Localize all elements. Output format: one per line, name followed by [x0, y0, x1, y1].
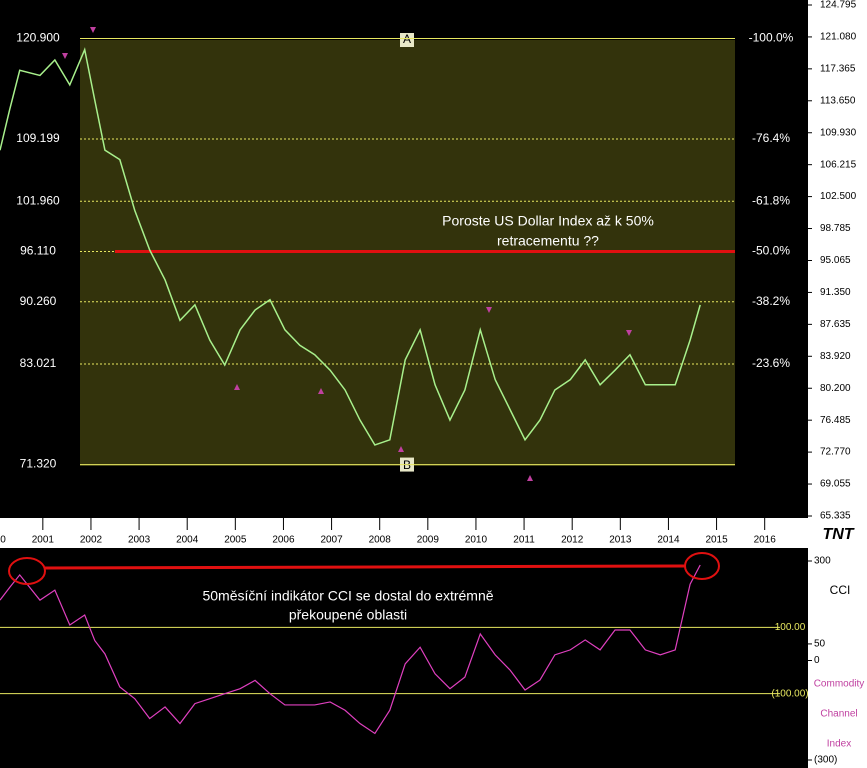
x-tick-label: 2002 [80, 535, 103, 546]
logo-box [808, 518, 867, 548]
annotation: retracementu ?? [497, 233, 599, 249]
y-tick-label: 83.920 [820, 351, 851, 362]
right-axis [808, 0, 867, 768]
fib-price: 96.110 [20, 244, 56, 258]
x-tick-label: 2004 [176, 535, 199, 546]
y-tick-label: 76.485 [820, 415, 851, 426]
y-tick-label: 91.350 [820, 287, 851, 298]
fib-price: 90.260 [20, 294, 57, 308]
arrows [62, 27, 632, 481]
x-tick-label: 2009 [417, 535, 440, 546]
x-tick-label: 2000 [0, 535, 6, 546]
fib-pct: -38.2% [752, 294, 790, 308]
x-tick-label: 2001 [32, 535, 55, 546]
x-tick-label: 2013 [609, 535, 632, 546]
x-tick-label: 2011 [513, 535, 535, 546]
y-tick-label: 50 [814, 639, 826, 650]
fib-pct: -61.8% [752, 193, 790, 207]
x-tick-label: 2008 [369, 535, 392, 546]
x-tick-label: 2015 [705, 535, 728, 546]
logo: TNT [822, 526, 854, 543]
cci-level-label: (100.00) [771, 688, 808, 699]
y-tick-label: 109.930 [820, 127, 857, 138]
cci-name: Channel [820, 709, 857, 720]
point-box [400, 33, 414, 47]
annotation: 50měsíční indikátor CCI se dostal do ext… [202, 588, 493, 604]
highlight-circle [8, 557, 46, 585]
x-tick-label: 2014 [657, 535, 680, 546]
x-tick-label: 2003 [128, 535, 151, 546]
fib-pct: -76.4% [752, 131, 790, 145]
cci-panel [0, 550, 808, 768]
cci-name: Index [827, 739, 851, 750]
fib-price: 71.320 [20, 457, 57, 471]
fib-pct: -50.0% [752, 244, 790, 258]
fib-price: 120.900 [16, 31, 60, 45]
highlight-line [44, 564, 686, 570]
annotation: Poroste US Dollar Index až k 50% [442, 213, 654, 229]
y-tick-label: 80.200 [820, 383, 851, 394]
point-a: A [403, 32, 411, 46]
x-tick-label: 2007 [320, 535, 343, 546]
y-tick-label: (300) [814, 755, 837, 766]
y-tick-label: 106.215 [820, 159, 857, 170]
y-tick-label: 121.080 [820, 32, 857, 43]
cci-name: Commodity [814, 679, 865, 690]
y-tick-label: 102.500 [820, 191, 857, 202]
x-tick-label: 2010 [465, 535, 488, 546]
x-tick-label: 2006 [272, 535, 295, 546]
fib-price: 101.960 [16, 193, 60, 207]
fib-pct: -23.6% [752, 356, 790, 370]
y-tick-label: 0 [814, 655, 820, 666]
series-line [0, 47, 701, 446]
y-tick-label: 113.650 [820, 95, 856, 106]
x-tick-label: 2016 [754, 535, 777, 546]
y-tick-label: 72.770 [820, 447, 851, 458]
fib-price: 109.199 [16, 131, 60, 145]
x-tick-label: 2005 [224, 535, 247, 546]
series-line [0, 564, 701, 735]
y-tick-label: 65.335 [820, 511, 851, 522]
x-tick-label: 2012 [561, 535, 584, 546]
annotation: překoupené oblasti [289, 607, 407, 623]
fib-price: 83.021 [20, 356, 57, 370]
point-b: B [403, 458, 411, 472]
y-tick-label: 87.635 [820, 319, 851, 330]
cci-title: CCI [830, 583, 851, 597]
y-tick-label: 69.055 [820, 479, 851, 490]
cci-level-label: 100.00 [775, 622, 806, 633]
y-tick-label: 95.065 [820, 255, 851, 266]
y-tick-label: 117.365 [820, 63, 856, 74]
y-tick-label: 300 [814, 556, 831, 567]
date-axis [0, 518, 808, 548]
y-tick-label: 124.795 [820, 0, 857, 11]
y-tick-label: 98.785 [820, 223, 851, 234]
fib-pct: -100.0% [749, 31, 794, 45]
